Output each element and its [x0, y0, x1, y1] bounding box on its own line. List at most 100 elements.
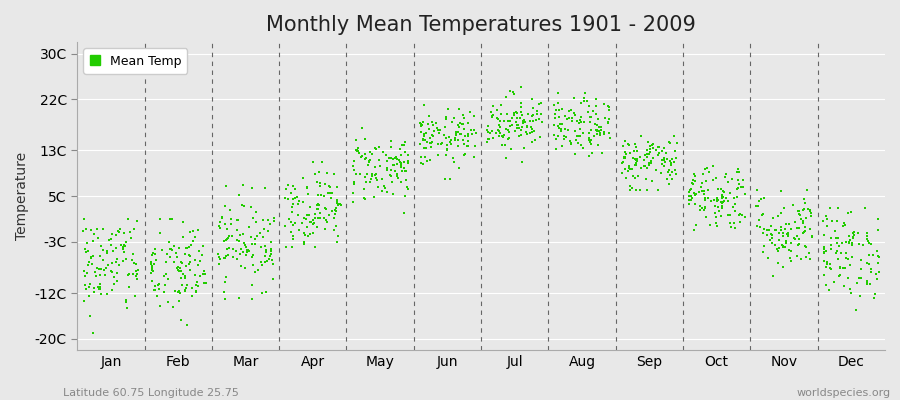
Point [547, 122, 562, 128]
Point [172, 298, 186, 305]
Point [390, 161, 404, 167]
Point [109, 245, 123, 251]
Point [313, 183, 328, 190]
Point [76, 216, 91, 222]
Point [248, 219, 263, 226]
Point [589, 96, 603, 102]
Point [694, 184, 708, 190]
Point [79, 286, 94, 292]
Point [302, 231, 317, 238]
Point [306, 159, 320, 165]
Point [781, 233, 796, 239]
Point [318, 205, 332, 212]
Point [177, 287, 192, 293]
Point [700, 165, 715, 172]
Point [373, 163, 387, 169]
Point [695, 179, 709, 186]
Point [528, 136, 543, 143]
Point [598, 115, 612, 122]
Point [559, 134, 573, 140]
Point [661, 169, 675, 176]
Point [501, 134, 516, 141]
Point [174, 275, 188, 282]
Point [709, 175, 724, 182]
Point [860, 278, 875, 284]
Point [263, 220, 277, 227]
Point [836, 283, 850, 290]
Point [129, 261, 143, 268]
Point [522, 130, 536, 136]
Point [510, 125, 525, 131]
Point [515, 159, 529, 165]
Point [443, 139, 457, 145]
Point [346, 163, 360, 169]
Point [357, 186, 372, 192]
Point [292, 226, 306, 233]
Point [798, 200, 813, 206]
Point [277, 195, 292, 201]
Point [698, 205, 712, 212]
Point [838, 222, 852, 228]
Point [398, 149, 412, 156]
Point [224, 216, 238, 222]
Point [796, 207, 810, 213]
Point [590, 116, 605, 122]
Point [148, 246, 162, 252]
Point [365, 151, 380, 157]
Point [233, 263, 248, 269]
Point [832, 243, 847, 249]
Point [718, 174, 733, 180]
Point [166, 216, 180, 222]
Point [438, 114, 453, 120]
Point [719, 195, 733, 201]
Point [265, 257, 279, 264]
Point [284, 204, 299, 210]
Point [79, 270, 94, 276]
Point [323, 184, 338, 190]
Point [568, 128, 582, 134]
Point [145, 252, 159, 258]
Point [451, 129, 465, 135]
Point [303, 219, 318, 225]
Point [766, 215, 780, 221]
Point [439, 116, 454, 123]
Point [617, 148, 632, 155]
Point [358, 155, 373, 161]
Point [482, 136, 496, 142]
Point [91, 284, 105, 290]
Point [449, 132, 464, 138]
Point [841, 256, 855, 262]
Point [468, 130, 482, 136]
Point [784, 240, 798, 246]
Point [590, 116, 605, 122]
Point [686, 181, 700, 187]
Point [651, 152, 665, 158]
Point [85, 253, 99, 260]
Point [248, 268, 263, 275]
Point [219, 183, 233, 190]
Point [417, 132, 431, 139]
Point [495, 142, 509, 148]
Point [386, 162, 400, 168]
Point [391, 171, 405, 177]
Point [755, 212, 770, 218]
Point [320, 218, 334, 225]
Point [215, 215, 230, 221]
Point [860, 260, 874, 266]
Point [861, 240, 876, 246]
Point [616, 159, 630, 166]
Point [414, 160, 428, 166]
Point [616, 170, 630, 176]
Point [93, 253, 107, 259]
Point [626, 155, 640, 162]
Point [657, 145, 671, 151]
Point [230, 226, 244, 233]
Point [400, 186, 415, 192]
Point [800, 187, 814, 194]
Point [353, 171, 367, 177]
Point [480, 139, 494, 145]
Point [347, 167, 362, 173]
Point [831, 234, 845, 241]
Point [193, 258, 207, 264]
Point [143, 270, 157, 276]
